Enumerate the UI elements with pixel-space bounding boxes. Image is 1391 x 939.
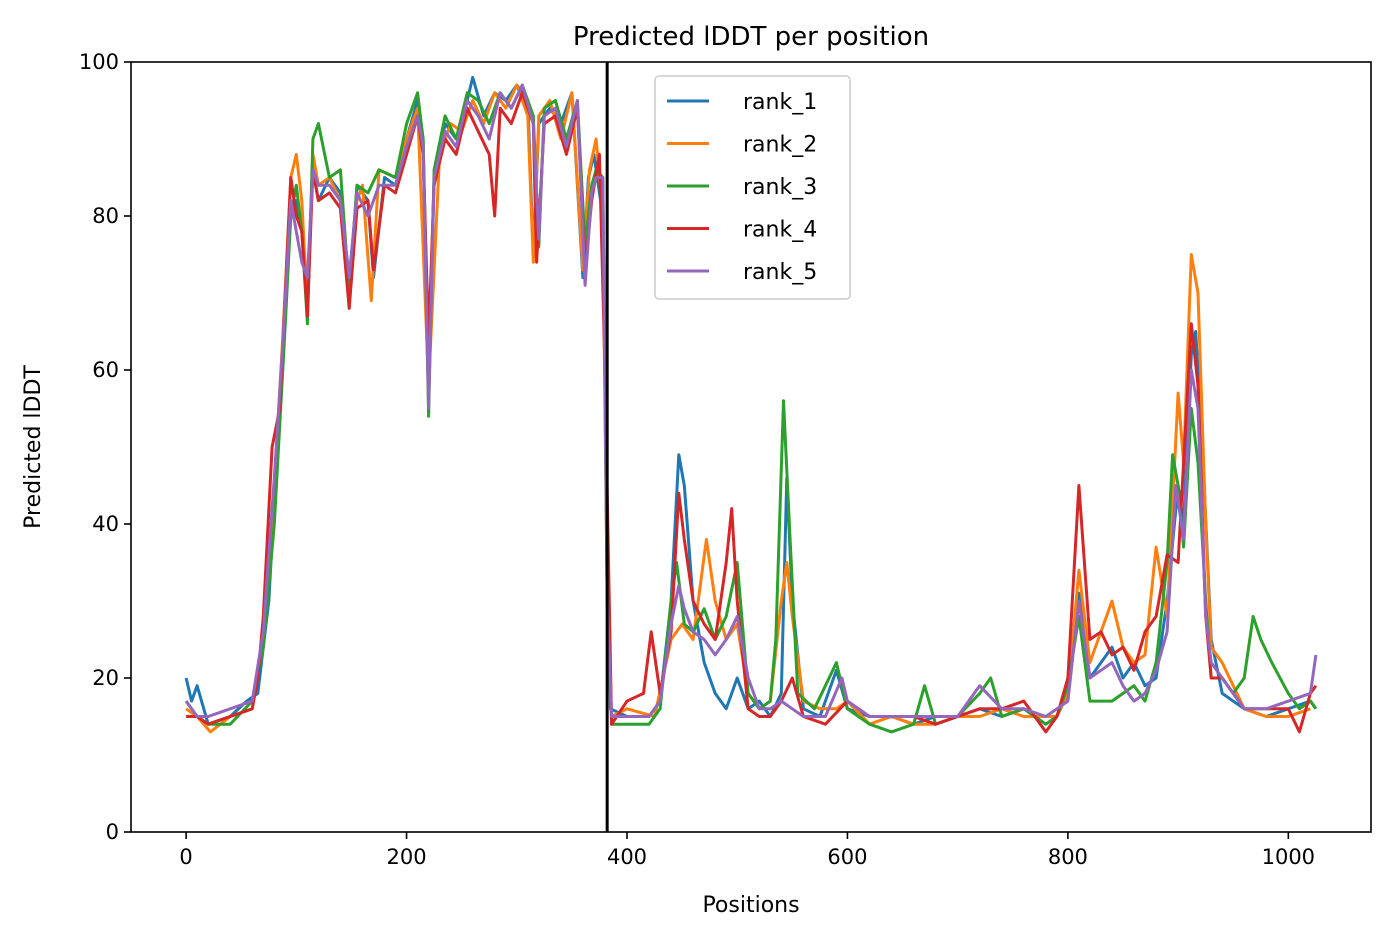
x-tick-label: 600	[827, 845, 867, 869]
y-tick-label: 20	[92, 666, 119, 690]
chart-title: Predicted lDDT per position	[573, 22, 929, 52]
axis-ticks: 0 200 400 600 800 1000 0 20 40 60 80 100	[79, 50, 1315, 869]
y-axis-label: Predicted lDDT	[21, 365, 46, 529]
x-tick-label: 0	[179, 845, 192, 869]
series-line-rank_5	[184, 83, 1318, 718]
x-axis-label: Positions	[702, 893, 799, 918]
legend-label: rank_4	[743, 218, 817, 243]
y-tick-label: 100	[79, 50, 119, 74]
legend-box	[654, 75, 851, 300]
legend-label: rank_3	[743, 175, 817, 200]
x-tick-label: 1000	[1262, 845, 1315, 869]
y-tick-label: 60	[92, 358, 119, 382]
x-tick-label: 200	[387, 845, 427, 869]
legend-label: rank_2	[743, 133, 817, 158]
y-tick-label: 40	[92, 512, 119, 536]
legend: rank_1 rank_2 rank_3 rank_4 rank_5	[654, 75, 851, 300]
y-tick-label: 80	[92, 204, 119, 228]
legend-label: rank_1	[743, 90, 817, 115]
legend-label: rank_5	[743, 260, 817, 285]
x-tick-label: 400	[607, 845, 647, 869]
x-tick-label: 800	[1048, 845, 1088, 869]
y-tick-label: 0	[106, 820, 119, 844]
series-lines	[184, 75, 1318, 734]
plot-frame	[130, 61, 1372, 833]
